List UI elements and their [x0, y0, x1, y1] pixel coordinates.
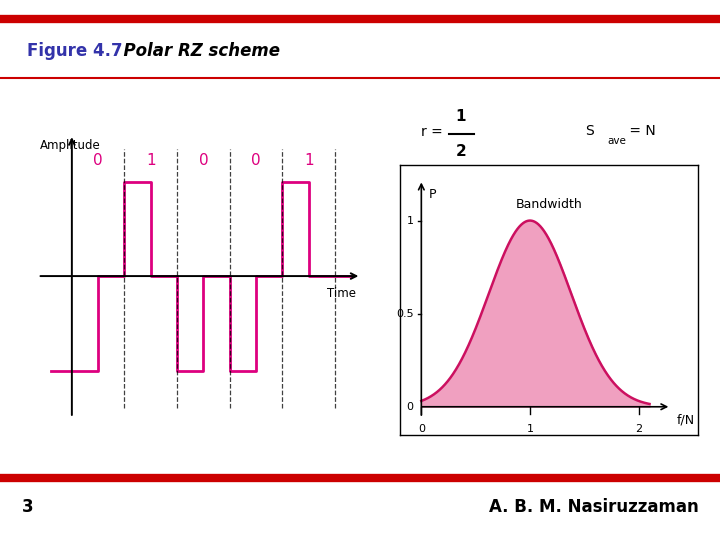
Text: A. B. M. Nasiruzzaman: A. B. M. Nasiruzzaman: [489, 497, 698, 516]
Text: Polar RZ scheme: Polar RZ scheme: [112, 42, 279, 60]
Text: 1: 1: [146, 153, 156, 168]
Text: 0: 0: [199, 153, 208, 168]
Text: 3: 3: [22, 497, 33, 516]
Text: r =: r =: [420, 125, 446, 139]
Text: 0: 0: [94, 153, 103, 168]
Text: 2: 2: [456, 144, 467, 159]
Text: 0: 0: [418, 423, 425, 434]
Text: 1: 1: [456, 109, 466, 124]
Text: 0: 0: [251, 153, 261, 168]
Text: ave: ave: [607, 136, 626, 146]
Text: P: P: [429, 188, 436, 201]
Text: 1: 1: [407, 215, 414, 226]
Text: Time: Time: [327, 287, 356, 300]
Text: Amplitude: Amplitude: [40, 139, 101, 152]
Text: Bandwidth: Bandwidth: [516, 198, 583, 211]
Text: 1: 1: [304, 153, 313, 168]
Text: Figure 4.7: Figure 4.7: [27, 42, 123, 60]
Text: S: S: [585, 124, 593, 138]
Text: = N: = N: [625, 124, 656, 138]
Text: 0: 0: [407, 402, 414, 412]
Text: 0.5: 0.5: [396, 309, 414, 319]
Text: 2: 2: [635, 423, 642, 434]
Text: f/N: f/N: [677, 413, 695, 426]
Text: 1: 1: [526, 423, 534, 434]
